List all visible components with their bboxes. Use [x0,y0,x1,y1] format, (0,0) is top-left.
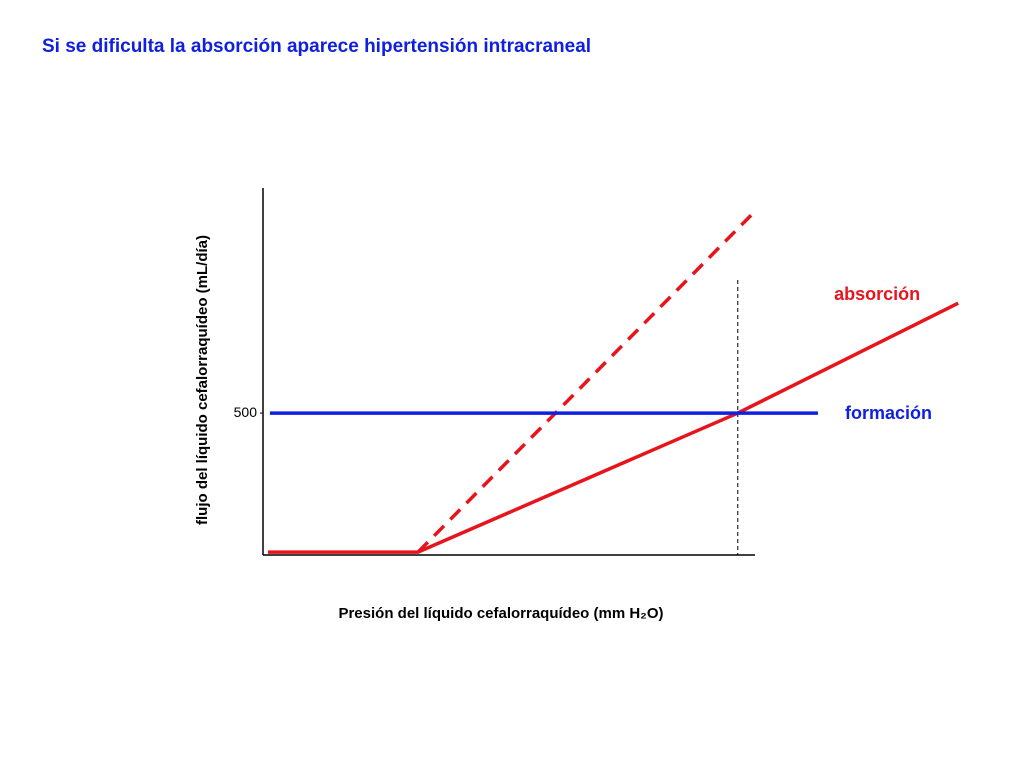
y-axis-label: flujo del líquido cefalorraquídeo (mL/dí… [194,235,211,525]
y-tick-label: 500 [234,404,258,420]
x-axis-label: Presión del líquido cefalorraquídeo (mm … [338,605,663,622]
series-label: absorción [834,284,920,304]
series-line [267,301,959,554]
series-label: formación [845,403,932,423]
slide-title: Si se dificulta la absorción aparece hip… [42,36,591,57]
series-line [416,214,753,554]
